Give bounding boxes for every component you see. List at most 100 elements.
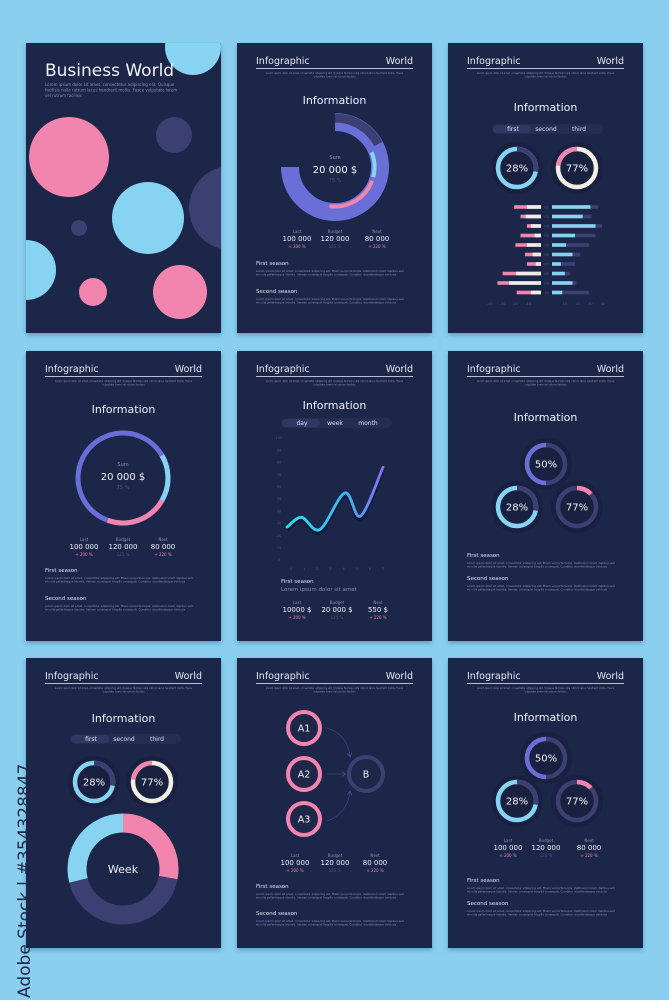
x-tick-label: 3 (329, 567, 331, 571)
season-subtitle: Lorem ipsum dolor sit amet (281, 587, 358, 593)
tab-third[interactable]: third (572, 126, 586, 133)
stat-value: 20 000 $ (321, 606, 352, 614)
decorative-circle (112, 182, 184, 254)
season-text: Lorem ipsum dolor sit amet, consectetur … (256, 297, 405, 301)
right-bar-outer (552, 262, 576, 266)
stat-label: Last (293, 229, 302, 234)
card-background (448, 351, 643, 641)
left-bar-outer (526, 262, 541, 266)
header-title-left: Infographic (467, 671, 521, 682)
donut-d50: 50% (520, 732, 572, 784)
decorative-circle (153, 265, 207, 319)
header-title-left: Infographic (256, 671, 310, 682)
donut-d28: 28% (68, 756, 120, 808)
donut-label: 50% (535, 754, 557, 765)
node-label: A2 (298, 770, 311, 781)
x-tick-label: 7 (382, 567, 384, 571)
x-tick-label: 30 (588, 302, 592, 306)
y-tick-label: 70 (277, 473, 281, 477)
tab-first[interactable]: first (85, 736, 97, 743)
season-1: Second season Lorem ipsum dolor sit amet,… (467, 901, 616, 917)
stat-label: Last (504, 838, 513, 843)
line-chart-card: Infographic World Lorem ipsum dolor sit am… (237, 351, 432, 641)
tab-day[interactable]: day (296, 420, 307, 427)
season-title: First season (256, 884, 289, 890)
stat-change: + 220 % (580, 853, 598, 858)
season-title: First season (45, 568, 78, 574)
season-1: Second season Lorem ipsum dolor sit amet,… (256, 911, 405, 927)
donut-arc (516, 779, 539, 805)
season-title: First season (281, 579, 314, 585)
x-tick-label: 40 (601, 302, 605, 306)
season-text: Lorem ipsum dolor sit amet, consectetur … (467, 886, 616, 890)
bar-chart-card: Infographic World Lorem ipsum dolor sit am… (448, 43, 643, 333)
line-shadow (285, 469, 385, 536)
tab-bar: day week month (281, 418, 392, 428)
flow-node-A3: A3 (286, 801, 322, 837)
season-title: Second season (45, 596, 87, 602)
tab-second[interactable]: second (113, 736, 135, 743)
tab-month[interactable]: month (358, 420, 378, 427)
tab-second[interactable]: second (535, 126, 557, 133)
card-background (237, 351, 432, 641)
ring-pink-segment (329, 179, 374, 209)
donut-label: 28% (83, 778, 105, 789)
decorative-circle (71, 220, 87, 236)
header-subtext: Lorem ipsum dolor sit amet, consectetur … (266, 687, 404, 690)
tab-active-pill (71, 735, 109, 743)
header-subtext: vulputate lorem vel rutrum facilisis (314, 76, 357, 79)
header-title-right: World (386, 364, 413, 375)
donut-label: 50% (535, 460, 557, 471)
ring-pink-segment (106, 499, 165, 526)
sum-value: 20 000 $ (101, 472, 146, 483)
header-subtext: vulputate lorem vel rutrum facilisis (103, 691, 146, 694)
donut-arc (576, 779, 593, 790)
x-tick-label: 20 (575, 302, 579, 306)
right-bar-inner (552, 205, 591, 209)
bar-category-label: 03 (544, 225, 548, 229)
flow-card: Infographic World Lorem ipsum dolor sit am… (237, 658, 432, 948)
header-subtext: vulputate lorem vel rutrum facilisis (314, 691, 357, 694)
stat-label: Last (291, 853, 300, 858)
stat-value: 80 000 (577, 844, 602, 852)
bar-category-label: 09 (544, 282, 548, 286)
stat-value: 550 $ (368, 606, 388, 614)
stat-label: Last (293, 600, 302, 605)
tab-week[interactable]: week (327, 420, 343, 427)
donut-d50: 50% (520, 438, 572, 490)
header-subtext: Lorem ipsum dolor sit amet, consectetur … (55, 380, 193, 383)
ring-cyan-segment (369, 151, 377, 178)
right-bar-inner (552, 252, 573, 257)
header-title-left: Infographic (45, 364, 99, 375)
ring-card: Infographic World Lorem ipsum dolor sit am… (26, 351, 221, 641)
stat-value: 80 000 (151, 543, 176, 551)
card-background (26, 658, 221, 948)
y-tick-label: 80 (277, 461, 281, 465)
card-background (26, 351, 221, 641)
line-series (285, 465, 385, 532)
x-tick-label: 10 (563, 302, 567, 306)
right-bar-inner (552, 262, 561, 266)
left-bar-inner (532, 252, 541, 257)
y-tick-label: 30 (277, 522, 281, 526)
tab-first[interactable]: first (507, 126, 519, 133)
stat-label: Next (373, 600, 383, 605)
donut-d77: 77% (126, 756, 178, 808)
stat-value: 100 000 (283, 235, 312, 243)
left-bar-outer (516, 290, 541, 295)
decorative-circle (79, 278, 107, 306)
cover-text: facilisis nulla rutrum lacus hendrerit m… (45, 88, 177, 93)
week-segment (67, 813, 124, 883)
season-text: et nulla pellentesque lobortis. Aenean c… (467, 890, 607, 894)
bar-category-label: 07 (544, 263, 548, 267)
tab-third[interactable]: third (150, 736, 164, 743)
sum-percent: 75 % (329, 178, 342, 184)
node-label: B (363, 770, 370, 781)
season-1: Second season Lorem ipsum dolor sit amet,… (467, 576, 616, 592)
bar-category-label: 01 (544, 206, 548, 210)
